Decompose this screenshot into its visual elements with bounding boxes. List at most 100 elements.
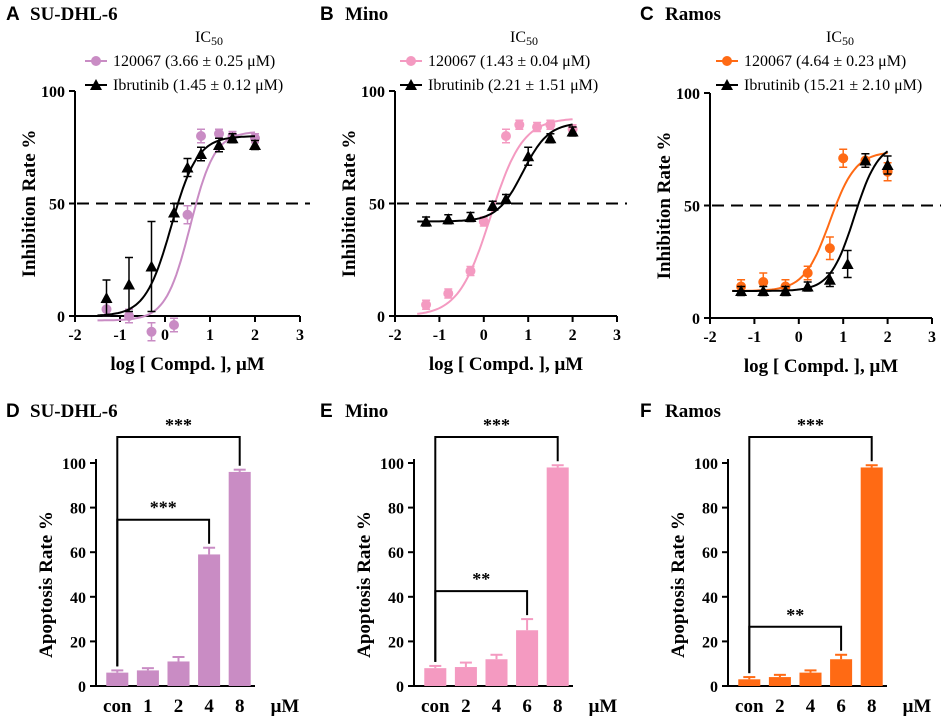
panel-label: B bbox=[320, 4, 334, 25]
panel-label: C bbox=[640, 4, 654, 25]
panel-label: F bbox=[640, 401, 652, 422]
triangle-marker bbox=[721, 79, 733, 90]
x-tick-label: 2 bbox=[884, 329, 892, 346]
triangle-marker bbox=[757, 285, 770, 296]
bar bbox=[738, 679, 761, 686]
x-axis-label: log [ Compd. ], μM bbox=[429, 354, 583, 375]
y-tick-label: 40 bbox=[388, 590, 404, 607]
triangle-marker bbox=[841, 258, 854, 269]
y-tick-label: 50 bbox=[369, 197, 385, 214]
x-tick-label: 3 bbox=[296, 327, 304, 344]
y-axis-label: Apoptosis Rate % bbox=[668, 511, 689, 658]
y-tick-label: 50 bbox=[684, 199, 700, 216]
significance-label: *** bbox=[150, 498, 177, 518]
bar bbox=[860, 467, 883, 686]
panel-label: A bbox=[6, 4, 20, 25]
y-tick-label: 60 bbox=[388, 545, 404, 562]
legend-entry: Ibrutinib (2.21 ± 1.51 μM) bbox=[428, 77, 598, 94]
y-tick-label: 40 bbox=[702, 590, 718, 607]
category-label: 6 bbox=[836, 696, 846, 717]
category-label: con bbox=[735, 696, 764, 717]
panel-title: Mino bbox=[345, 401, 388, 422]
panel-d: D SU-DHL-6 0 20 40 60 80 100 Apoptosis Rate % con… bbox=[6, 401, 299, 717]
x-tick-label: -1 bbox=[433, 327, 446, 344]
bar bbox=[546, 467, 569, 686]
y-tick-label: 60 bbox=[702, 545, 718, 562]
fit-curve bbox=[97, 135, 255, 317]
x-tick-label: -1 bbox=[113, 327, 126, 344]
fit-curve bbox=[417, 118, 573, 315]
y-tick-label: 60 bbox=[70, 545, 86, 562]
y-axis-label: Apoptosis Rate % bbox=[354, 511, 375, 658]
bar bbox=[424, 668, 447, 686]
triangle-marker bbox=[735, 285, 748, 296]
x-tick-label: 3 bbox=[613, 327, 621, 344]
circle-marker bbox=[465, 266, 476, 276]
y-tick-label: 80 bbox=[388, 501, 404, 518]
circle-marker bbox=[214, 128, 224, 139]
triangle-marker bbox=[123, 278, 135, 290]
triangle-marker bbox=[226, 132, 239, 144]
category-label: con bbox=[421, 696, 450, 717]
y-tick-label: 40 bbox=[70, 590, 86, 607]
panel-title: Ramos bbox=[665, 4, 721, 25]
y-tick-label: 80 bbox=[70, 501, 86, 518]
panel-e: E Mino 0 20 40 60 80 100 Apoptosis Rate % con 2 4 6 8… bbox=[320, 401, 617, 717]
x-tick-label: 3 bbox=[928, 329, 936, 346]
category-label: 4 bbox=[204, 696, 214, 717]
bar bbox=[454, 667, 477, 686]
triangle-marker bbox=[405, 79, 417, 90]
ic50-header: IC50 bbox=[826, 29, 854, 48]
x-tick-label: -2 bbox=[68, 327, 81, 344]
triangle-marker bbox=[801, 280, 814, 292]
category-label: 8 bbox=[867, 696, 877, 717]
y-axis-label: Inhibition Rate % bbox=[19, 130, 40, 278]
category-label: 4 bbox=[492, 696, 502, 717]
circle-marker bbox=[124, 311, 134, 321]
unit-label: μM bbox=[903, 696, 932, 717]
triangle-marker bbox=[249, 139, 261, 150]
circle-marker bbox=[196, 131, 206, 141]
triangle-marker bbox=[100, 292, 113, 303]
bar bbox=[830, 659, 853, 686]
triangle-marker bbox=[823, 273, 836, 285]
triangle-marker bbox=[500, 193, 512, 204]
x-tick-label: 2 bbox=[251, 327, 259, 344]
circle-marker bbox=[532, 122, 543, 132]
category-label: 1 bbox=[143, 696, 153, 717]
triangle-marker bbox=[859, 154, 872, 166]
significance-bracket bbox=[116, 436, 241, 667]
legend-entry: 120067 (3.66 ± 0.25 μM) bbox=[113, 53, 275, 70]
category-label: 8 bbox=[553, 696, 563, 717]
circle-marker bbox=[478, 216, 489, 227]
y-axis-label: Inhibition Rate % bbox=[339, 130, 360, 278]
x-tick-label: 1 bbox=[206, 327, 214, 344]
y-tick-label: 100 bbox=[62, 456, 86, 473]
unit-label: μM bbox=[589, 696, 618, 717]
circle-marker bbox=[169, 320, 179, 330]
legend-entry: 120067 (1.43 ± 0.04 μM) bbox=[428, 53, 590, 70]
circle-marker bbox=[91, 56, 101, 66]
x-axis-label: log [ Compd. ], μM bbox=[744, 356, 898, 377]
triangle-marker bbox=[442, 213, 455, 225]
significance-bracket bbox=[748, 436, 873, 674]
significance-bracket bbox=[116, 518, 211, 667]
circle-marker bbox=[802, 268, 813, 278]
significance-label: *** bbox=[165, 415, 192, 435]
y-tick-label: 100 bbox=[676, 86, 700, 103]
panel-f: F Ramos 0 20 40 60 80 100 Apoptosis Rate % con 2 4 6… bbox=[640, 401, 931, 717]
panel-label: E bbox=[320, 401, 333, 422]
category-label: 2 bbox=[461, 696, 471, 717]
triangle-marker bbox=[881, 159, 894, 170]
circle-marker bbox=[824, 243, 835, 254]
significance-label: ** bbox=[786, 605, 804, 625]
bar bbox=[167, 661, 190, 686]
x-tick-label: -1 bbox=[748, 329, 761, 346]
significance-label: *** bbox=[797, 415, 824, 435]
panel-a: A SU-DHL-6 IC50 120067 (3.66 ± 0.25 μM) Ibru… bbox=[6, 4, 310, 375]
x-tick-label: -2 bbox=[388, 327, 401, 344]
circle-marker bbox=[758, 277, 769, 287]
significance-label: ** bbox=[472, 569, 490, 589]
circle-marker bbox=[514, 119, 525, 130]
